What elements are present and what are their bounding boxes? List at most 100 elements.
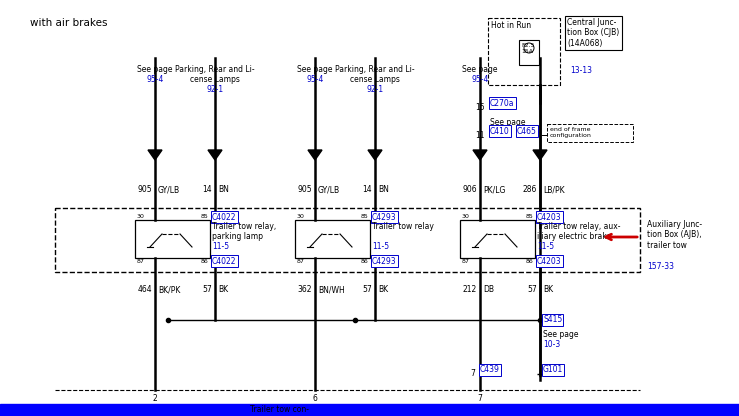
Text: PK/LG: PK/LG [483,186,505,195]
Text: See page: See page [137,65,173,74]
Text: Trailer tow relay: Trailer tow relay [372,222,434,231]
Text: 15: 15 [475,102,485,111]
Text: 362: 362 [298,285,312,295]
Text: 92-1: 92-1 [367,85,384,94]
Text: C465: C465 [517,126,537,136]
Text: 86: 86 [200,259,208,264]
Text: 7: 7 [470,369,475,379]
Polygon shape [473,150,487,160]
Text: 212: 212 [463,285,477,295]
Text: with air brakes: with air brakes [30,18,107,28]
Text: 2: 2 [153,394,157,403]
Text: 30: 30 [462,214,470,219]
Polygon shape [308,150,322,160]
Text: 13-13: 13-13 [490,128,512,137]
Text: C410: C410 [490,126,510,136]
Text: Parking, Rear and Li-: Parking, Rear and Li- [175,65,255,74]
Text: Trailer tow con-: Trailer tow con- [251,405,310,414]
Text: See page: See page [543,330,579,339]
Text: C4022: C4022 [212,213,236,221]
Text: Parking, Rear and Li-: Parking, Rear and Li- [336,65,415,74]
Text: DB: DB [483,285,494,295]
Bar [488,18,560,85]
Text: 86: 86 [360,259,368,264]
Text: C439: C439 [480,366,500,374]
Bar [0,404,739,416]
Text: 85: 85 [360,214,368,219]
Text: 57: 57 [362,285,372,295]
Text: 6: 6 [313,394,318,403]
Bar [519,40,539,65]
Text: Hot in Run: Hot in Run [491,21,531,30]
Text: 11-5: 11-5 [372,242,389,251]
Bar [295,220,370,258]
Text: See page: See page [463,65,498,74]
Text: 95-4: 95-4 [306,75,324,84]
Text: 7: 7 [477,394,483,403]
Text: 57: 57 [527,285,537,295]
Text: iliary electric brake: iliary electric brake [537,232,611,241]
Text: Trailer tow relay,: Trailer tow relay, [212,222,276,231]
Text: 906: 906 [463,186,477,195]
Text: 905: 905 [137,186,152,195]
Text: 11: 11 [475,131,485,139]
Text: 95-4: 95-4 [146,75,163,84]
Text: See page: See page [297,65,333,74]
Text: 85: 85 [525,214,533,219]
Text: 30: 30 [297,214,305,219]
Bar [55,208,640,272]
Text: GY/LB: GY/LB [158,186,180,195]
Text: BK: BK [218,285,228,295]
Text: 464: 464 [137,285,152,295]
Text: Central Junc-
tion Box (CJB)
(14A068): Central Junc- tion Box (CJB) (14A068) [567,18,619,48]
Text: G101: G101 [543,366,563,374]
Polygon shape [208,150,222,160]
Text: C4293: C4293 [372,213,397,221]
Text: 14: 14 [362,186,372,195]
Text: 14: 14 [202,186,212,195]
Text: S415: S415 [543,315,562,324]
Polygon shape [368,150,382,160]
Text: F2.5
15A: F2.5 15A [521,43,534,54]
Text: parking lamp: parking lamp [212,232,263,241]
Text: 286: 286 [522,186,537,195]
Text: 11-5: 11-5 [212,242,229,251]
Text: BK/PK: BK/PK [158,285,180,295]
Text: See page: See page [490,118,525,127]
Bar [135,220,210,258]
Text: Auxiliary Junc-
tion Box (AJB),
trailer tow: Auxiliary Junc- tion Box (AJB), trailer … [647,220,702,250]
Text: BK: BK [543,285,553,295]
Text: 10-3: 10-3 [543,340,560,349]
Text: 11-5: 11-5 [537,242,554,251]
Text: 57: 57 [202,285,212,295]
Polygon shape [148,150,162,160]
Text: cense Lamps: cense Lamps [350,75,400,84]
Text: 87: 87 [462,259,470,264]
Text: 95-4: 95-4 [471,75,488,84]
Text: BK: BK [378,285,388,295]
Text: BN: BN [218,186,229,195]
Text: C4022: C4022 [212,257,236,265]
Bar [547,124,633,142]
Text: cense Lamps: cense Lamps [190,75,240,84]
Text: 85: 85 [200,214,208,219]
Text: 157-33: 157-33 [647,262,674,271]
Text: 905: 905 [297,186,312,195]
Text: 87: 87 [297,259,305,264]
Text: 87: 87 [137,259,145,264]
Text: C4293: C4293 [372,257,397,265]
Text: C270a: C270a [490,99,514,107]
Text: C4203: C4203 [537,213,562,221]
Text: 86: 86 [525,259,533,264]
Polygon shape [533,150,547,160]
Text: BN: BN [378,186,389,195]
Text: LB/PK: LB/PK [543,186,565,195]
Text: 13-13: 13-13 [570,66,592,75]
Text: GY/LB: GY/LB [318,186,340,195]
Text: end of frame
configuration: end of frame configuration [550,127,592,138]
Text: 92-1: 92-1 [206,85,224,94]
Text: C4203: C4203 [537,257,562,265]
Bar [460,220,535,258]
Text: Trailer tow relay, aux-: Trailer tow relay, aux- [537,222,621,231]
Text: 30: 30 [137,214,145,219]
